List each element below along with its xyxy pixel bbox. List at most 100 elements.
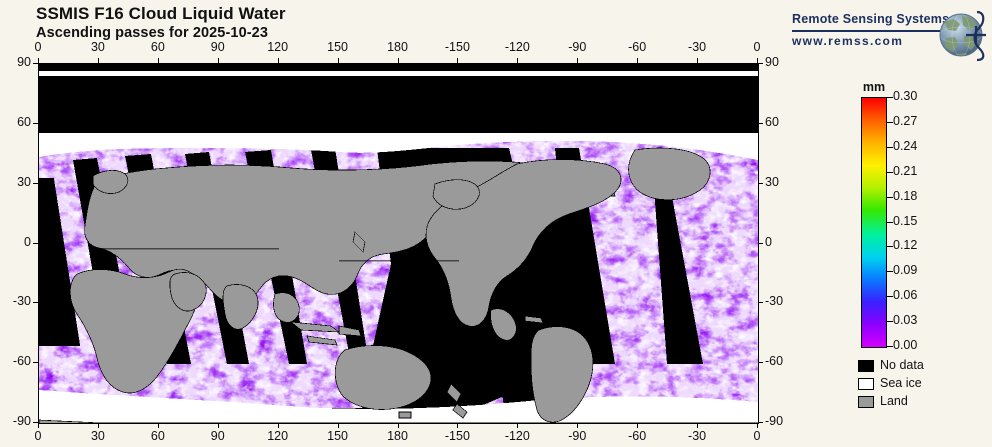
axis-tick-label: -120 bbox=[504, 40, 530, 54]
legend-label: Sea ice bbox=[880, 376, 922, 390]
axis-tick-label: -90 bbox=[568, 429, 587, 443]
remss-logo[interactable]: Remote Sensing Systems www.remss.com bbox=[792, 8, 988, 64]
axis-tick-label: -30 bbox=[688, 40, 707, 54]
axis-tick-label: 60 bbox=[150, 429, 165, 443]
colorbar-gradient[interactable] bbox=[861, 97, 887, 348]
axis-tick bbox=[33, 63, 38, 64]
colorbar-tick-label: 0.00 bbox=[893, 338, 918, 352]
axis-tick-label: 30 bbox=[17, 174, 31, 189]
axis-tick bbox=[397, 58, 399, 63]
axis-tick-label: -120 bbox=[504, 429, 530, 443]
colorbar-tick-label: 0.03 bbox=[893, 313, 918, 328]
axis-tick bbox=[758, 362, 763, 364]
legend-label: No data bbox=[880, 358, 924, 372]
colorbar-tick-label: 0.24 bbox=[893, 138, 918, 153]
axis-tick bbox=[277, 58, 279, 63]
axis-tick-label: -60 bbox=[765, 354, 784, 369]
legend-swatch bbox=[858, 360, 874, 372]
axis-tick-label: 0 bbox=[34, 40, 42, 54]
axis-tick-label: 60 bbox=[765, 114, 779, 129]
axis-tick-label: 150 bbox=[327, 429, 348, 443]
axis-tick bbox=[758, 63, 763, 64]
axis-tick bbox=[33, 122, 38, 124]
legend-item: Sea ice bbox=[858, 376, 948, 392]
axis-tick-label: -60 bbox=[12, 354, 31, 369]
axis-tick-label: -150 bbox=[444, 429, 470, 443]
axis-tick bbox=[157, 423, 159, 428]
axis-tick-label: -60 bbox=[628, 40, 647, 54]
axis-tick-label: 90 bbox=[210, 429, 225, 443]
logo-url: www.remss.com bbox=[792, 34, 904, 48]
axis-tick-label: -30 bbox=[765, 294, 784, 309]
axis-tick bbox=[697, 423, 699, 428]
legend-item: No data bbox=[858, 358, 948, 374]
land-layer bbox=[39, 147, 758, 423]
axis-tick bbox=[38, 423, 39, 428]
axis-tick-label: 60 bbox=[17, 114, 31, 129]
colorbar-tick-label: 0.30 bbox=[893, 89, 918, 103]
map-plot-area[interactable] bbox=[38, 63, 759, 424]
axis-tick bbox=[33, 422, 38, 423]
axis-tick bbox=[217, 423, 219, 428]
axis-tick bbox=[517, 58, 519, 63]
north-pole-ice bbox=[39, 71, 758, 76]
colorbar-tick bbox=[886, 346, 893, 347]
legend-item: Land bbox=[858, 394, 948, 410]
axis-tick bbox=[217, 58, 219, 63]
axis-tick-label: 90 bbox=[765, 55, 779, 69]
axis-tick-label: -30 bbox=[688, 429, 707, 443]
colorbar-tick bbox=[886, 146, 893, 148]
axis-tick bbox=[758, 122, 763, 124]
colorbar-tick bbox=[886, 171, 893, 173]
axis-tick bbox=[637, 423, 639, 428]
logo-divider bbox=[792, 30, 944, 32]
axis-tick-label: 0 bbox=[765, 234, 772, 249]
colorbar-tick-label: 0.18 bbox=[893, 188, 918, 203]
coastline-nodata-speckle bbox=[99, 248, 599, 276]
axis-tick-label: 150 bbox=[327, 40, 348, 54]
colorbar-tick-label: 0.21 bbox=[893, 163, 918, 178]
axis-tick bbox=[577, 423, 579, 428]
legend-swatch bbox=[858, 396, 874, 408]
axis-tick bbox=[757, 423, 758, 428]
legend-label: Land bbox=[880, 394, 908, 408]
axis-tick-label: 60 bbox=[150, 40, 165, 54]
axis-tick bbox=[97, 423, 99, 428]
axis-tick-label: 120 bbox=[267, 429, 289, 443]
colorbar-unit-label: mm bbox=[862, 80, 886, 94]
axis-tick bbox=[758, 182, 763, 184]
axis-tick-label: -60 bbox=[628, 429, 647, 443]
axis-tick-label: 120 bbox=[267, 40, 289, 54]
axis-tick bbox=[758, 302, 763, 304]
axis-tick bbox=[337, 58, 339, 63]
colorbar-tick bbox=[886, 121, 893, 123]
axis-tick bbox=[97, 58, 99, 63]
axis-tick-label: -150 bbox=[444, 40, 470, 54]
axis-tick-label: 0 bbox=[753, 429, 761, 443]
axis-tick-label: -30 bbox=[12, 294, 31, 309]
axis-tick-label: 180 bbox=[387, 429, 408, 443]
axis-tick bbox=[457, 58, 459, 63]
colorbar-tick-label: 0.15 bbox=[893, 213, 918, 228]
axis-tick bbox=[33, 182, 38, 184]
north-pole-nodata bbox=[39, 64, 758, 71]
axis-tick-label: 30 bbox=[765, 174, 779, 189]
page-title: SSMIS F16 Cloud Liquid Water bbox=[36, 4, 286, 23]
axis-tick-label: 90 bbox=[210, 40, 225, 54]
axis-tick bbox=[697, 58, 699, 63]
axis-tick-label: 180 bbox=[387, 40, 408, 54]
axis-tick bbox=[758, 242, 763, 244]
axis-tick-label: 30 bbox=[90, 40, 105, 54]
axis-tick bbox=[38, 58, 39, 63]
axis-tick-label: 0 bbox=[34, 429, 42, 443]
page-subtitle: Ascending passes for 2025-10-23 bbox=[36, 25, 268, 41]
colorbar-tick bbox=[886, 271, 893, 273]
axis-tick-label: -90 bbox=[568, 40, 587, 54]
colorbar-tick-label: 0.09 bbox=[893, 263, 918, 278]
colorbar-tick bbox=[886, 321, 893, 323]
axis-tick bbox=[517, 423, 519, 428]
axis-tick bbox=[277, 423, 279, 428]
axis-tick-label: 30 bbox=[90, 429, 105, 443]
colorbar-tick bbox=[886, 196, 893, 198]
axis-tick bbox=[758, 422, 763, 423]
